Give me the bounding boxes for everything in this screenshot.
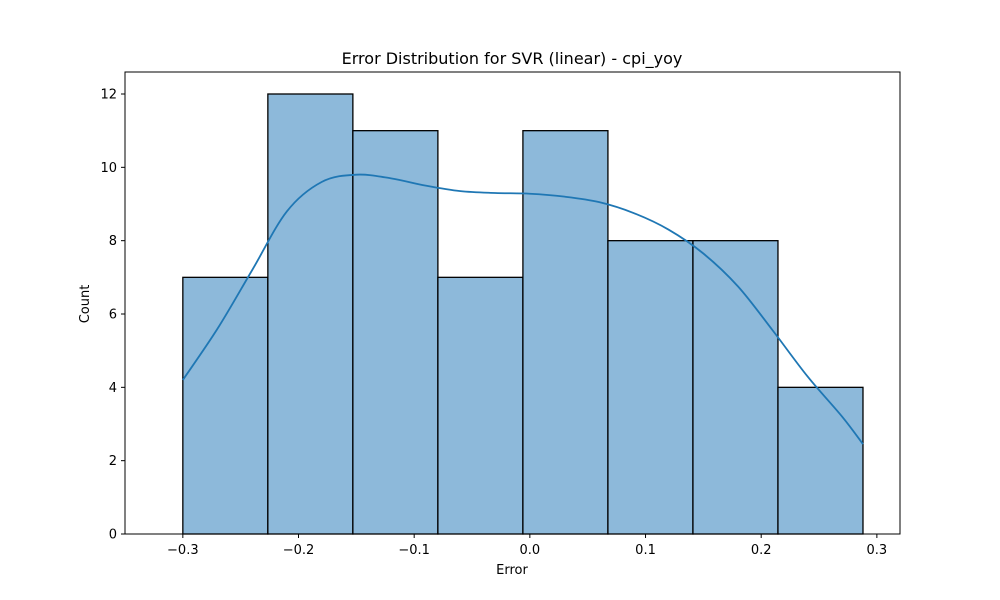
y-tick-label: 2 bbox=[109, 454, 117, 469]
histogram-bar-4 bbox=[522, 130, 609, 535]
y-tick-label: 6 bbox=[109, 308, 117, 323]
x-tick-label: 0.1 bbox=[635, 543, 656, 558]
x-tick-label: 0.3 bbox=[867, 543, 888, 558]
kde-curve-layer bbox=[182, 173, 864, 445]
histogram-bar-2 bbox=[352, 130, 439, 535]
x-tick-label: −0.2 bbox=[283, 543, 315, 558]
histogram-bar-7 bbox=[777, 386, 864, 535]
x-axis-label: Error bbox=[496, 563, 528, 578]
axes: −0.3 −0.2 −0.1 0.0 0.1 0.2 0.3 0 2 4 6 8 10 12 bbox=[100, 71, 901, 558]
histogram-bar-3 bbox=[437, 276, 524, 535]
y-axis-label: Count bbox=[78, 285, 93, 324]
kde-curve bbox=[182, 173, 864, 445]
y-tick-label: 10 bbox=[100, 161, 117, 176]
y-tick-label: 12 bbox=[100, 88, 117, 103]
histogram-bar-0 bbox=[182, 276, 269, 535]
y-tick-label: 0 bbox=[109, 528, 117, 543]
y-tick-label: 4 bbox=[109, 381, 117, 396]
y-tick-label: 8 bbox=[109, 234, 117, 249]
chart-title: Error Distribution for SVR (linear) - cp… bbox=[342, 49, 683, 69]
histogram-bar-1 bbox=[267, 93, 354, 535]
x-tick-label: 0.0 bbox=[520, 543, 541, 558]
x-tick-label: −0.1 bbox=[398, 543, 430, 558]
x-tick-label: −0.3 bbox=[167, 543, 199, 558]
plot-frame bbox=[124, 71, 901, 535]
x-tick-label: 0.2 bbox=[751, 543, 772, 558]
histogram-bar-5 bbox=[607, 240, 694, 535]
histogram-bars bbox=[182, 93, 864, 535]
